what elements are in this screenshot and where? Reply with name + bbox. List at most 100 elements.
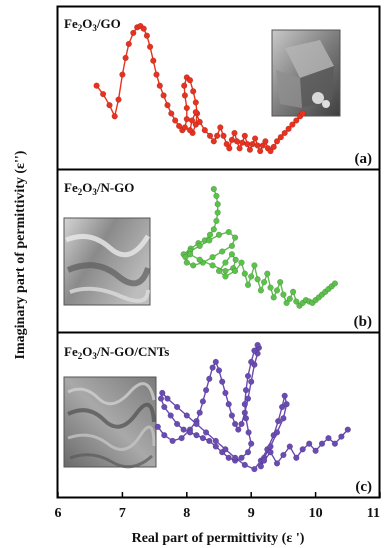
data-point-b-2: [214, 201, 221, 208]
data-point-b-41: [257, 287, 265, 294]
data-point-a-36: [188, 117, 196, 124]
data-point-a-23: [181, 124, 189, 131]
data-point-c-26: [254, 341, 261, 349]
data-point-b-29: [232, 256, 239, 263]
inset-sem-c: [63, 376, 157, 469]
data-point-c-12: [215, 367, 223, 374]
data-point-b-37: [244, 281, 252, 289]
data-point-a-20: [172, 117, 179, 124]
data-point-c-38: [225, 454, 232, 461]
data-point-a-26: [181, 92, 189, 99]
data-point-c-15: [225, 401, 232, 408]
data-point-a-2: [106, 102, 113, 109]
data-point-a-17: [160, 92, 167, 99]
data-point-b-5: [210, 226, 217, 233]
data-point-a-0: [93, 82, 100, 89]
data-point-c-81: [312, 447, 319, 454]
data-point-a-41: [210, 138, 217, 145]
data-point-a-30: [190, 88, 197, 95]
data-point-c-76: [280, 451, 287, 459]
panel-c-frame: [56, 331, 381, 499]
x-axis-title: Real part of permittivity (ε '): [132, 531, 305, 546]
data-point-c-28: [248, 358, 255, 366]
data-point-b-51: [289, 288, 297, 295]
series-b: [180, 185, 339, 309]
data-point-a-37: [192, 108, 199, 116]
data-point-c-53: [183, 412, 190, 419]
data-point-c-40: [212, 443, 219, 450]
data-point-b-6: [206, 231, 214, 238]
panel-tag-b: (b): [354, 314, 372, 330]
data-point-c-72: [257, 463, 265, 470]
data-point-b-23: [182, 253, 189, 261]
data-point-c-84: [331, 440, 339, 447]
sample-label-c: Fe2O3/N-GO/CNTs: [64, 344, 169, 361]
data-point-c-77: [286, 443, 293, 450]
data-point-b-19: [209, 253, 216, 261]
data-point-c-31: [241, 401, 248, 408]
data-point-a-3: [111, 113, 118, 120]
sample-label-b: Fe2O3/N-GO: [64, 180, 134, 197]
data-point-b-35: [238, 259, 245, 266]
data-point-c-78: [293, 454, 300, 461]
data-point-c-56: [212, 437, 219, 445]
data-point-a-39: [201, 127, 208, 134]
x-tick-label-2: 8: [183, 506, 190, 521]
data-point-c-42: [199, 434, 207, 442]
data-point-a-71: [299, 110, 306, 117]
data-point-c-74: [267, 449, 274, 456]
data-point-a-40: [206, 132, 214, 139]
data-point-c-21: [244, 395, 252, 402]
data-point-b-52: [293, 298, 300, 305]
data-point-a-66: [281, 129, 288, 137]
data-point-c-13: [219, 378, 226, 385]
x-tick-label-0: 6: [55, 506, 62, 521]
data-point-c-41: [206, 437, 213, 445]
data-point-a-49: [233, 138, 241, 145]
data-point-c-48: [161, 403, 168, 411]
panel-tag-c: (c): [355, 479, 372, 495]
data-point-a-35: [186, 127, 194, 134]
data-point-c-16: [228, 412, 236, 419]
data-point-a-18: [164, 102, 171, 109]
data-point-c-33: [245, 429, 252, 436]
data-point-c-35: [244, 449, 252, 456]
data-point-c-86: [344, 426, 351, 433]
data-point-c-19: [238, 420, 245, 428]
data-point-c-59: [241, 461, 248, 469]
data-point-b-21: [190, 262, 197, 269]
data-point-b-42: [260, 278, 268, 286]
data-point-a-29: [186, 77, 194, 84]
data-point-b-15: [225, 228, 232, 236]
data-point-b-34: [231, 267, 239, 275]
data-point-c-45: [180, 426, 187, 433]
data-point-a-68: [289, 121, 296, 128]
data-point-a-8: [130, 29, 137, 37]
data-point-a-58: [257, 147, 264, 155]
data-point-a-45: [223, 140, 230, 148]
data-point-a-11: [140, 25, 147, 32]
data-point-b-3: [214, 209, 221, 216]
data-point-c-83: [325, 434, 332, 442]
data-point-b-33: [222, 273, 229, 280]
data-point-a-44: [220, 132, 227, 139]
panel-tag-a: (a): [355, 151, 373, 167]
data-point-c-20: [241, 409, 248, 416]
data-point-a-67: [285, 125, 292, 132]
x-axis: 6 7 8 9 10 11: [55, 492, 381, 521]
data-point-c-73: [260, 457, 268, 464]
data-point-a-6: [122, 54, 129, 62]
data-point-c-68: [280, 415, 287, 422]
x-tick-label-5: 11: [367, 506, 380, 521]
data-point-c-79: [299, 446, 306, 453]
data-point-c-34: [248, 440, 255, 447]
data-point-b-12: [196, 242, 203, 250]
data-point-c-69: [273, 429, 281, 436]
data-point-c-65: [278, 403, 286, 411]
inset-sem-a: [271, 29, 341, 117]
data-point-c-85: [338, 433, 345, 440]
x-tick-label-3: 9: [248, 506, 255, 521]
data-point-c-8: [202, 386, 210, 394]
data-point-a-21: [175, 122, 183, 130]
data-point-c-0: [154, 423, 161, 430]
